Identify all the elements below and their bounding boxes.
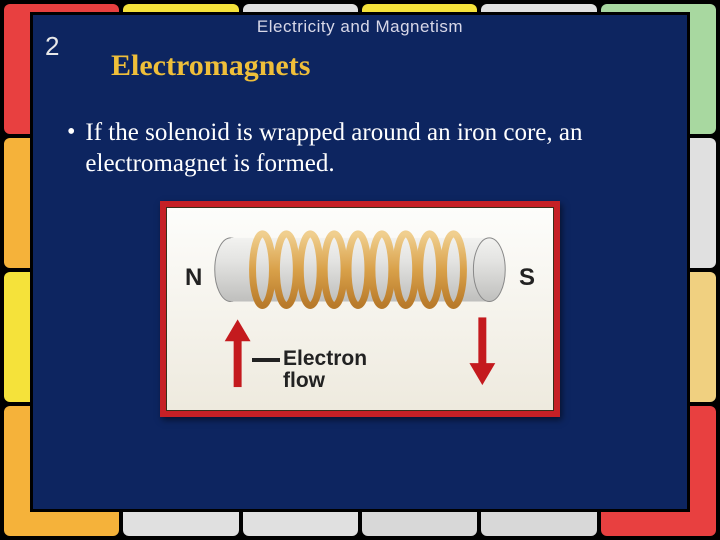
slide-heading: Electromagnets: [111, 49, 310, 83]
pole-north-label: N: [185, 264, 202, 292]
pole-south-label: S: [519, 264, 535, 292]
flow-label-leader: [252, 358, 280, 362]
flow-label-text: Electronflow: [283, 347, 367, 392]
bullet-text: If the solenoid is wrapped around an iro…: [85, 117, 653, 180]
bullet-marker: •: [67, 117, 75, 147]
slide-frame: 2 Electricity and Magnetism Electromagne…: [30, 12, 690, 512]
chapter-title: Electricity and Magnetism: [33, 17, 687, 37]
bullet-row: • If the solenoid is wrapped around an i…: [67, 117, 653, 180]
figure-canvas: N S Electronflow: [166, 207, 554, 411]
electron-flow-label: Electronflow: [283, 348, 367, 392]
electromagnet-figure: N S Electronflow: [160, 201, 560, 417]
